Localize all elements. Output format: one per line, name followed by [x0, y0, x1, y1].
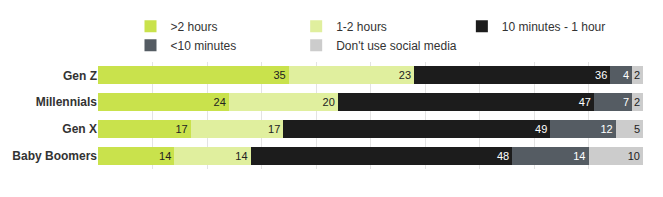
svg-text:24: 24 [214, 96, 226, 108]
svg-text:23: 23 [399, 69, 411, 81]
svg-text:48: 48 [497, 150, 509, 162]
svg-text:Don't use social media: Don't use social media [336, 39, 457, 53]
svg-text:>2 hours: >2 hours [171, 20, 218, 34]
svg-text:Gen Z: Gen Z [63, 69, 97, 83]
svg-text:14: 14 [235, 150, 247, 162]
svg-text:2: 2 [634, 96, 640, 108]
svg-text:10 minutes - 1 hour: 10 minutes - 1 hour [502, 20, 605, 34]
svg-text:2: 2 [634, 69, 640, 81]
svg-text:Gen X: Gen X [62, 122, 97, 136]
svg-text:12: 12 [601, 123, 613, 135]
svg-text:10: 10 [628, 150, 640, 162]
svg-text:20: 20 [323, 96, 335, 108]
svg-text:49: 49 [535, 123, 547, 135]
svg-text:1-2 hours: 1-2 hours [336, 20, 387, 34]
svg-text:7: 7 [623, 96, 629, 108]
svg-text:36: 36 [595, 69, 607, 81]
svg-text:4: 4 [623, 69, 629, 81]
svg-text:Baby Boomers: Baby Boomers [12, 149, 97, 163]
svg-text:14: 14 [573, 150, 585, 162]
svg-text:14: 14 [159, 150, 171, 162]
svg-text:17: 17 [175, 123, 187, 135]
svg-text:5: 5 [634, 123, 640, 135]
svg-text:Millennials: Millennials [36, 95, 98, 109]
svg-text:47: 47 [579, 96, 591, 108]
svg-text:17: 17 [268, 123, 280, 135]
svg-text:35: 35 [274, 69, 286, 81]
svg-text:<10 minutes: <10 minutes [171, 39, 237, 53]
